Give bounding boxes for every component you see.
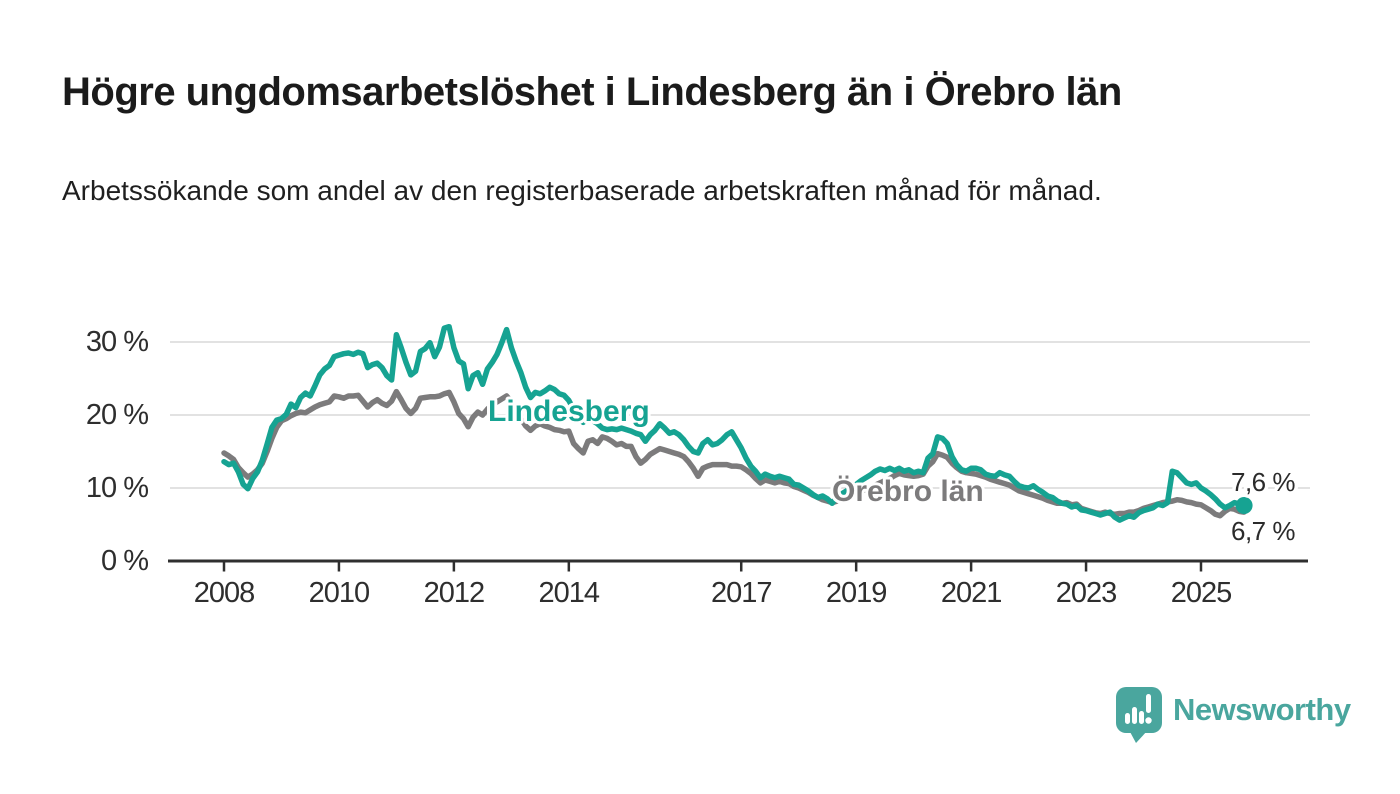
y-tick-label: 0 % [101, 545, 148, 577]
series-line-lindesberg [221, 323, 1247, 523]
x-tick-label: 2012 [424, 577, 485, 609]
newsworthy-branding: Newsworthy [1115, 686, 1351, 744]
brand-name: Newsworthy [1173, 692, 1351, 727]
end-value-label-lindesberg: 7,6 % [1231, 467, 1295, 497]
page-title: Högre ungdomsarbetslöshet i Lindesberg ä… [62, 70, 1122, 114]
series-line-orebro-lan [221, 388, 1247, 519]
series-end-dot-lindesberg [1235, 497, 1253, 515]
chart-subtitle: Arbetssökande som andel av den registerb… [62, 175, 1102, 206]
series-label-lindesberg: Lindesberg [488, 395, 650, 428]
y-tick-label: 10 % [86, 472, 148, 504]
newsworthy-logo-icon [1116, 687, 1162, 743]
x-tick-label: 2019 [826, 577, 887, 609]
y-tick-label: 30 % [86, 326, 148, 358]
y-tick-label: 20 % [86, 399, 148, 431]
end-value-label-orebro-lan: 6,7 % [1231, 516, 1295, 546]
x-tick-label: 2017 [711, 577, 772, 609]
x-tick-label: 2014 [539, 577, 600, 609]
x-tick-label: 2008 [194, 577, 255, 609]
x-tick-label: 2025 [1171, 577, 1232, 609]
series-label-orebro-lan: Örebro län [832, 475, 984, 508]
x-tick-label: 2023 [1056, 577, 1117, 609]
x-tick-label: 2010 [309, 577, 370, 609]
x-tick-label: 2021 [941, 577, 1002, 609]
